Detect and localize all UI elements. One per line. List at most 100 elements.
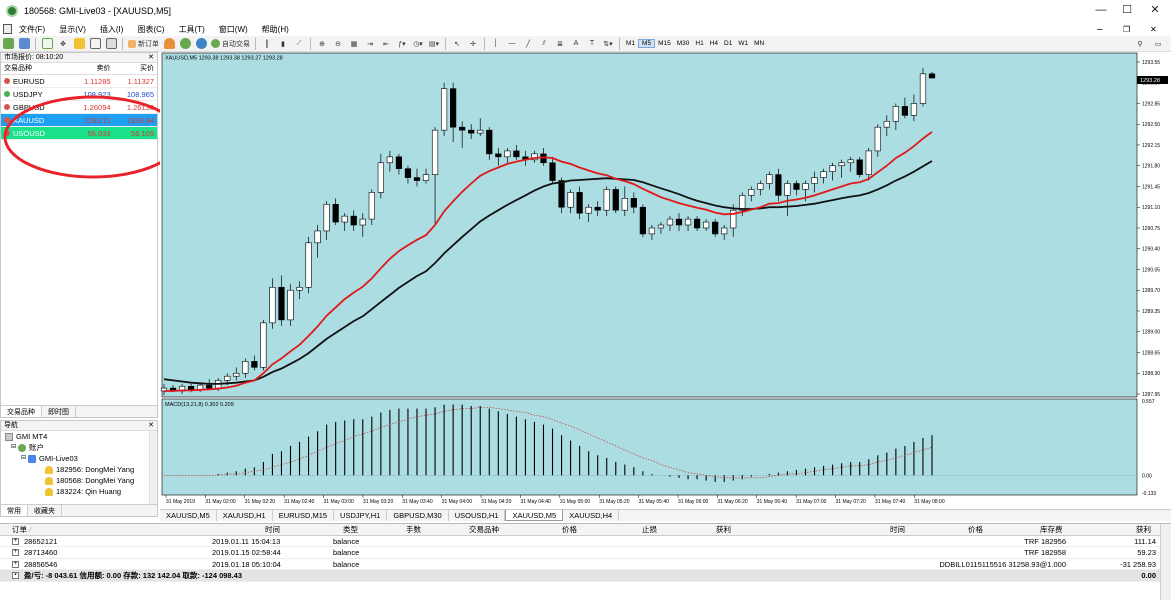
navigator-icon[interactable]: [73, 38, 85, 50]
column-ask[interactable]: 买价: [140, 65, 154, 72]
cursor-icon[interactable]: ↖: [454, 40, 460, 48]
timeframe-w1[interactable]: W1: [738, 40, 749, 47]
expand-icon[interactable]: +: [12, 549, 19, 556]
metaeditor-icon[interactable]: [163, 38, 175, 50]
minimize-icon[interactable]: —: [1095, 4, 1107, 16]
zoom-out-icon[interactable]: ⊖: [335, 40, 341, 48]
terminal-scrollbar[interactable]: [1160, 524, 1171, 600]
inner-minimize-icon[interactable]: –: [1097, 23, 1103, 35]
symbol-row-usdjpy[interactable]: USDJPY 108.923 108.965: [1, 88, 157, 101]
text-icon[interactable]: A: [573, 40, 579, 47]
data-window-icon[interactable]: ✥: [60, 40, 66, 48]
timeframe-d1[interactable]: D1: [724, 40, 733, 47]
tab-favorites[interactable]: 收藏夹: [28, 505, 62, 516]
column-type[interactable]: 类型: [343, 525, 358, 534]
bar-chart-icon[interactable]: ┃: [264, 40, 270, 48]
timeframe-m30[interactable]: M30: [676, 40, 690, 47]
column-profit[interactable]: 获利: [1136, 525, 1151, 534]
nav-item-accounts[interactable]: ⊟ 账户: [11, 443, 45, 452]
menu-tools[interactable]: 工具(T): [178, 24, 205, 34]
tab-common[interactable]: 常用: [1, 505, 28, 516]
collapse-icon[interactable]: ⊟: [21, 455, 27, 461]
timeframe-m15[interactable]: M15: [658, 40, 671, 47]
menu-help[interactable]: 帮助(H): [261, 24, 289, 34]
timeframe-mn[interactable]: MN: [754, 40, 765, 47]
expand-icon[interactable]: +: [12, 537, 19, 545]
terminal-icon[interactable]: [89, 38, 101, 50]
nav-item-server[interactable]: ⊟ GMI-Live03: [21, 454, 78, 463]
column-time[interactable]: 时间: [265, 525, 280, 534]
vertical-line-icon[interactable]: │: [493, 40, 499, 47]
column-lots[interactable]: 手数: [406, 525, 421, 534]
symbol-row-usousd[interactable]: USOUSD 56.033 56.109: [1, 127, 157, 140]
collapse-icon[interactable]: ⊟: [11, 444, 17, 450]
tab-tick-chart[interactable]: 即时图: [42, 406, 76, 417]
fibo-icon[interactable]: ≣: [557, 40, 563, 48]
inner-close-icon[interactable]: ✕: [1150, 24, 1157, 34]
menu-insert[interactable]: 插入(I): [99, 24, 124, 34]
label-icon[interactable]: T: [589, 40, 595, 47]
column-sl[interactable]: 止损: [642, 525, 657, 534]
nav-item-account[interactable]: 183224: Qin Huang: [1, 486, 157, 497]
chart-shift-icon[interactable]: ⇤: [383, 40, 389, 48]
new-order-button[interactable]: 新订单: [128, 38, 159, 50]
indicators-icon[interactable]: ƒ▾: [398, 40, 406, 48]
candle-chart-icon[interactable]: ▮: [281, 40, 285, 48]
chart-tab[interactable]: XAUUSD,M5: [160, 510, 217, 521]
column-bid[interactable]: 卖价: [96, 65, 111, 72]
column-close-time[interactable]: 时间: [890, 525, 905, 534]
expert-icon[interactable]: [179, 38, 191, 50]
channel-icon[interactable]: ⫽: [542, 39, 546, 47]
menu-view[interactable]: 显示(V): [59, 24, 86, 34]
templates-icon[interactable]: ▤▾: [428, 40, 440, 48]
timeframe-m1[interactable]: M1: [626, 40, 636, 47]
profiles-icon[interactable]: [18, 38, 30, 50]
autoscroll-icon[interactable]: ⇥: [367, 40, 373, 48]
zoom-in-icon[interactable]: ⊕: [319, 40, 325, 48]
crosshair-icon[interactable]: ✛: [470, 40, 476, 48]
scrollbar[interactable]: [149, 431, 157, 506]
table-row[interactable]: + 28652121 2019.01.11 15:04:13 balance T…: [0, 536, 1171, 547]
chat-icon[interactable]: ▭: [1154, 40, 1162, 48]
tab-symbols[interactable]: 交易品种: [1, 406, 42, 417]
column-price[interactable]: 价格: [562, 525, 577, 534]
menu-window[interactable]: 窗口(W): [218, 24, 248, 34]
chart-tab[interactable]: XAUUSD,H4: [563, 510, 620, 521]
new-chart-icon[interactable]: [2, 38, 14, 50]
symbol-row-gbpusd[interactable]: GBPUSD 1.26094 1.26138: [1, 101, 157, 114]
trendline-icon[interactable]: ╱: [525, 40, 531, 48]
close-icon[interactable]: ✕: [148, 54, 154, 61]
column-close-price[interactable]: 价格: [968, 525, 983, 534]
nav-item-broker[interactable]: GMI MT4: [1, 431, 157, 442]
menu-file[interactable]: 文件(F): [19, 24, 46, 34]
timeframe-h1[interactable]: H1: [695, 40, 704, 47]
table-row[interactable]: + 28856546 2019.01.18 05:10:04 balance D…: [0, 559, 1171, 570]
price-chart[interactable]: XAUUSD,M5 1293.38 1293.38 1293.27 1293.2…: [160, 52, 1171, 509]
symbol-row-xauusd[interactable]: XAUUSD 1293.11 1293.64: [1, 114, 157, 127]
chart-tab[interactable]: XAUUSD,H1: [217, 510, 273, 521]
column-symbol[interactable]: 交易品种: [469, 525, 499, 534]
timeframe-h4[interactable]: H4: [709, 40, 718, 47]
shapes-icon[interactable]: ⇅▾: [603, 40, 613, 48]
menu-charts[interactable]: 图表(C): [137, 24, 165, 34]
auto-trading-button[interactable]: 自动交易: [211, 38, 250, 50]
tester-icon[interactable]: [105, 38, 117, 50]
chart-tab[interactable]: GBPUSD,M30: [387, 510, 449, 521]
chart-tab[interactable]: EURUSD,M15: [273, 510, 335, 521]
symbol-row-eurusd[interactable]: EURUSD 1.11285 1.11327: [1, 75, 157, 88]
globe-icon[interactable]: [195, 38, 207, 50]
periods-icon[interactable]: ◷▾: [413, 40, 423, 48]
chart-tab[interactable]: USDJPY,H1: [334, 510, 388, 521]
table-row[interactable]: + 28713460 2019.01.15 02:58:44 balance T…: [0, 547, 1171, 559]
column-symbol[interactable]: 交易品种: [4, 65, 32, 72]
timeframe-m5[interactable]: M5: [638, 39, 656, 48]
chart-tab-active[interactable]: XAUUSD,M5: [505, 510, 564, 521]
close-icon[interactable]: ✕: [1150, 4, 1160, 16]
inner-restore-icon[interactable]: ❐: [1123, 24, 1131, 34]
column-tp[interactable]: 获利: [716, 525, 731, 534]
tile-windows-icon[interactable]: ▦: [350, 40, 358, 48]
nav-item-account[interactable]: 180568: DongMei Yang: [1, 475, 157, 486]
line-chart-icon[interactable]: ⟋: [296, 39, 302, 47]
market-watch-icon[interactable]: [41, 38, 53, 50]
horizontal-line-icon[interactable]: —: [508, 40, 516, 47]
